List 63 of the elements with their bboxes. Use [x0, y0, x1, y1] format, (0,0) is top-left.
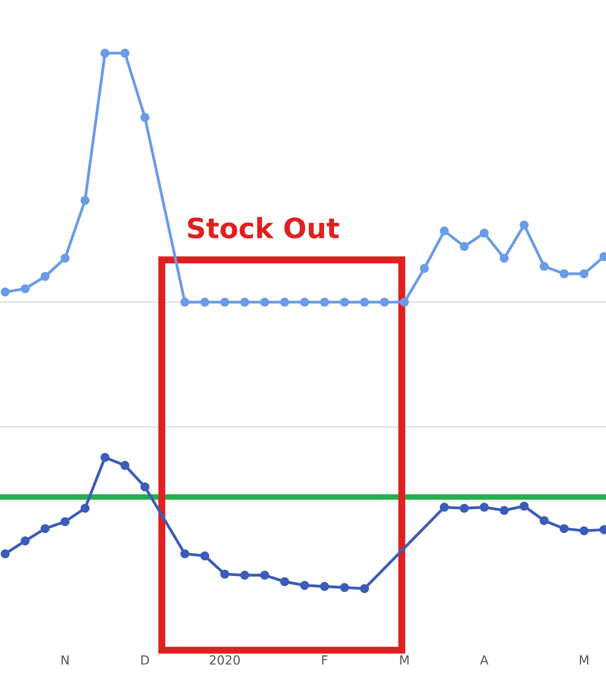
point: [540, 516, 549, 526]
point: [440, 502, 449, 512]
point: [120, 460, 130, 470]
point: [280, 577, 290, 586]
point: [560, 269, 569, 278]
point: [200, 551, 210, 560]
point: [180, 298, 190, 307]
point: [340, 298, 350, 307]
x-tick-label: 2020: [210, 655, 240, 665]
point: [420, 264, 429, 273]
x-tick-label: M: [400, 655, 409, 665]
point: [260, 570, 270, 580]
point: [520, 220, 529, 230]
point: [500, 506, 509, 515]
point: [320, 298, 330, 307]
point: [120, 48, 130, 58]
point: [320, 582, 330, 591]
point: [20, 536, 30, 546]
point: [100, 452, 110, 462]
point: [480, 502, 489, 512]
point: [0, 549, 10, 558]
point: [280, 298, 290, 307]
x-tick-label: N: [62, 655, 69, 665]
point: [560, 524, 569, 534]
point: [220, 298, 230, 307]
point: [140, 482, 150, 492]
annotation: Stock Out: [188, 216, 340, 238]
point: [460, 504, 469, 513]
point: [440, 226, 449, 236]
point: [360, 298, 369, 307]
point: [580, 526, 589, 536]
point: [460, 242, 469, 251]
point: [80, 196, 90, 205]
point: [540, 262, 549, 271]
point: [100, 48, 110, 58]
point: [400, 298, 409, 307]
x-tick-label: D: [141, 655, 149, 665]
point: [80, 504, 90, 513]
point: [20, 284, 30, 294]
point: [200, 298, 210, 307]
point: [340, 583, 350, 592]
point: [240, 570, 250, 580]
point: [300, 580, 310, 590]
point: [240, 298, 250, 307]
point: [40, 524, 50, 534]
point: [520, 502, 529, 511]
point: [480, 228, 489, 238]
point: [260, 298, 270, 307]
point: [180, 549, 190, 558]
point: [40, 272, 50, 281]
point: [0, 287, 10, 296]
point: [140, 112, 150, 122]
x-tick-label: A: [480, 655, 488, 665]
point: [300, 298, 310, 307]
point: [360, 584, 369, 594]
point: [500, 254, 509, 263]
point: [580, 269, 589, 278]
point: [220, 570, 230, 579]
point: [60, 517, 70, 526]
point: [60, 254, 70, 263]
x-tick-label: M: [580, 655, 588, 665]
point: [380, 298, 389, 307]
x-tick-label: F: [322, 655, 328, 665]
